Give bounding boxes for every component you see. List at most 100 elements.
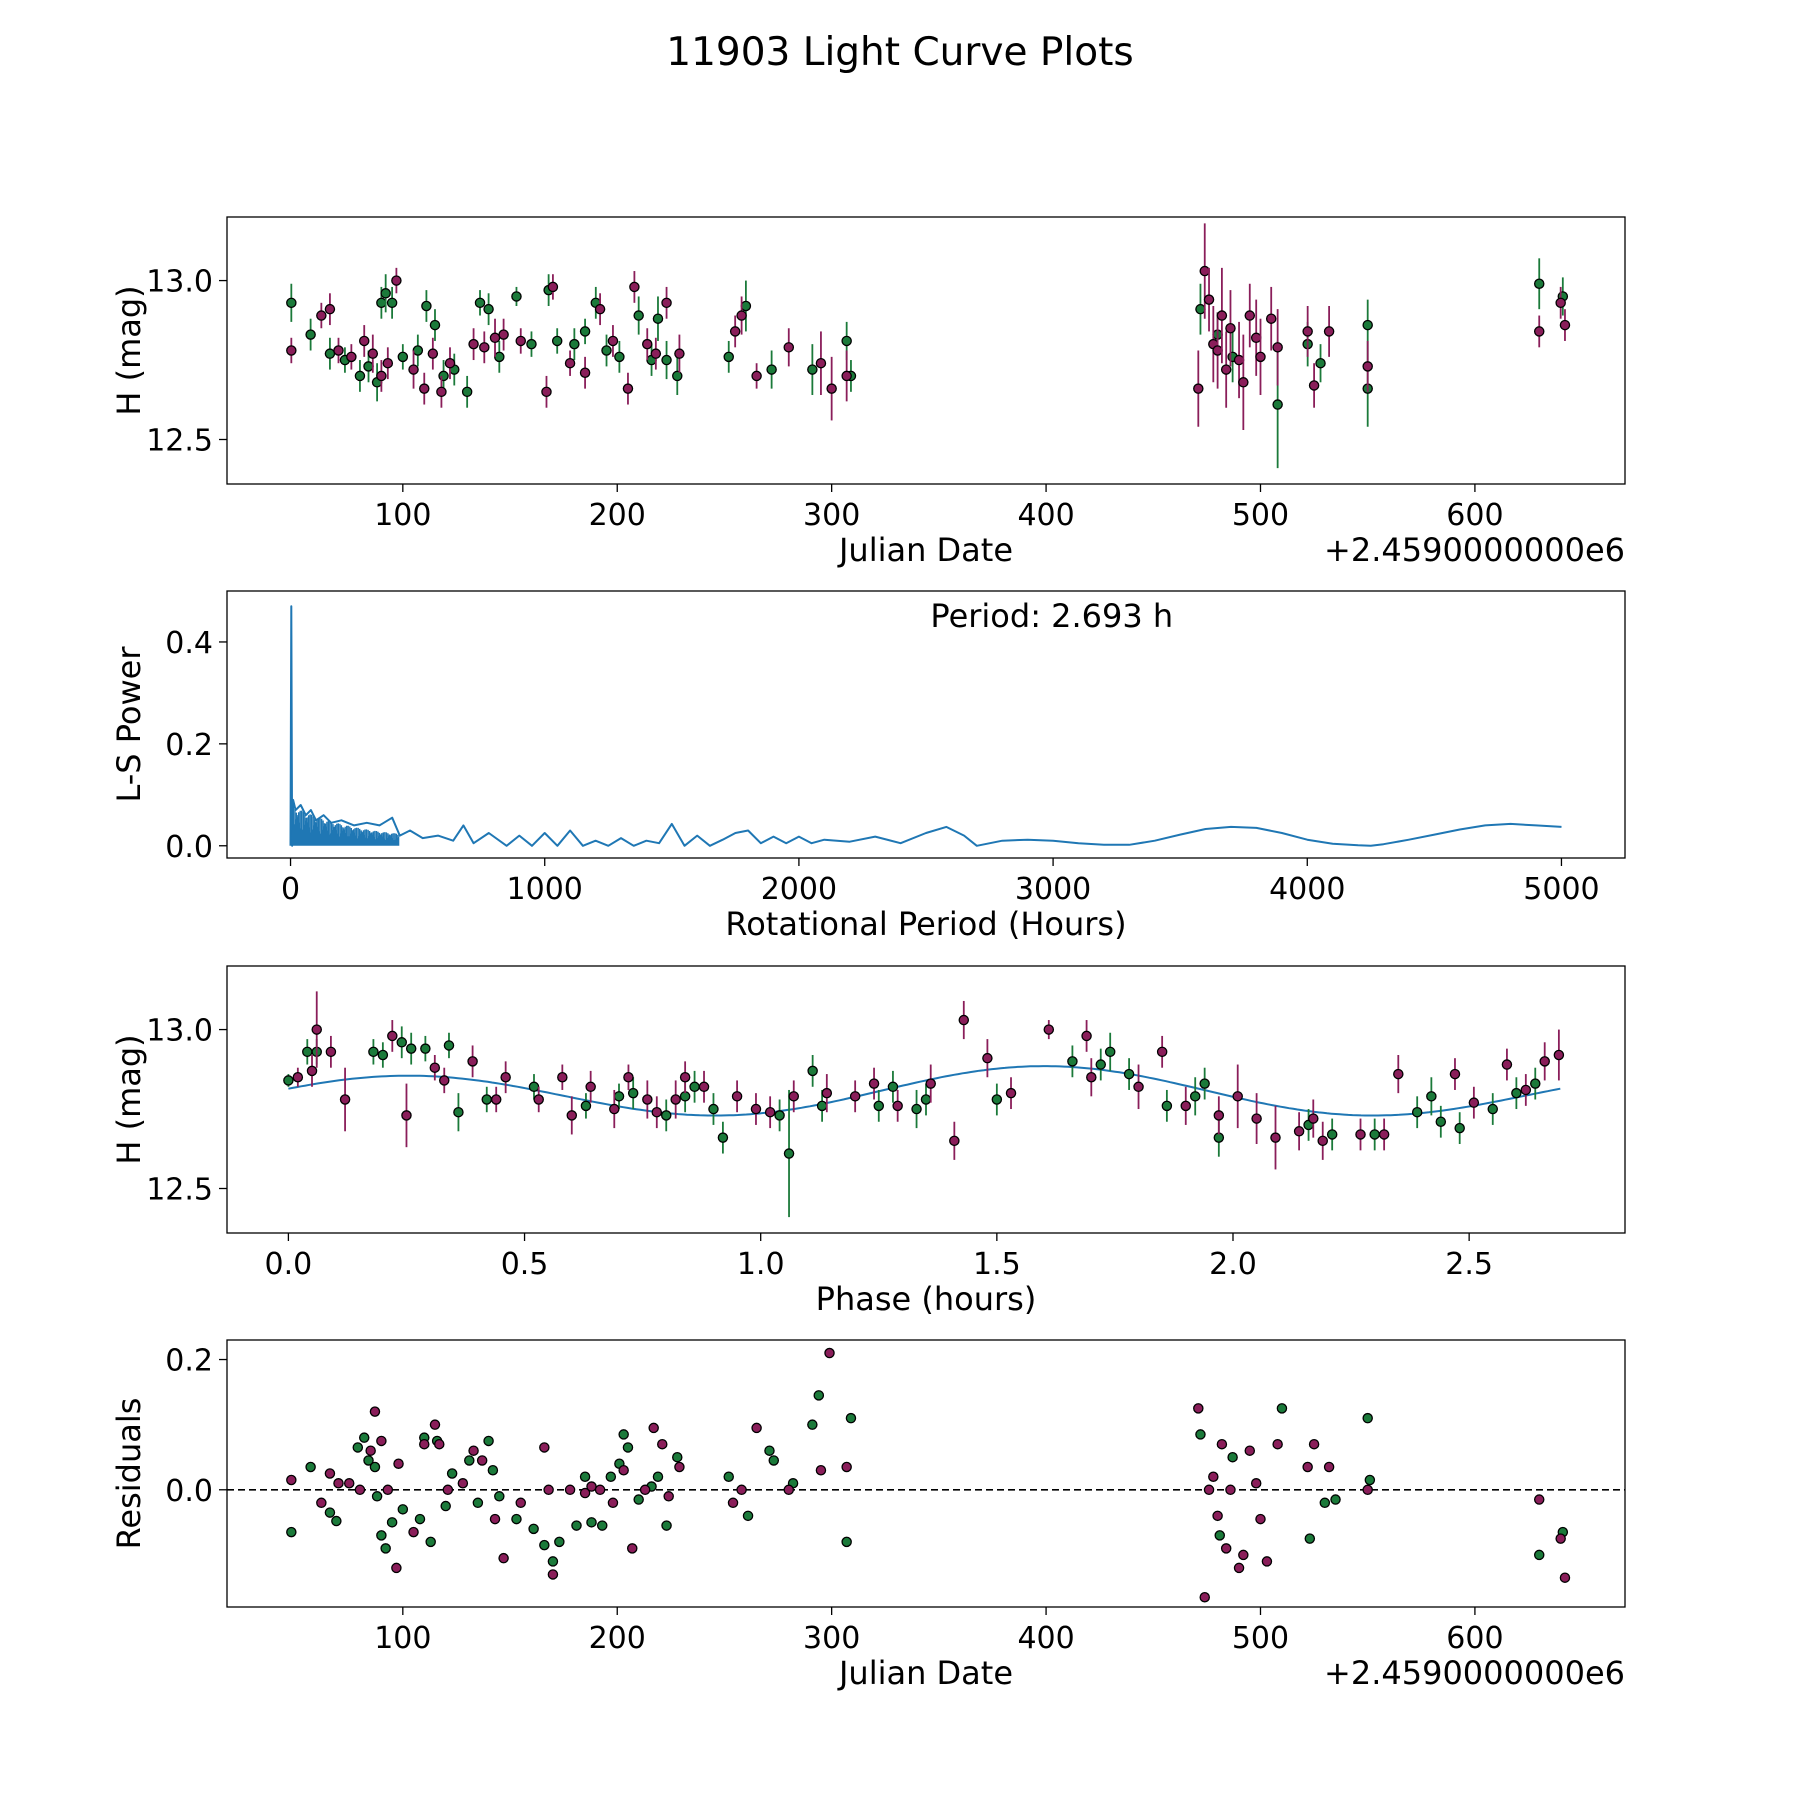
data-point-r [333, 1478, 344, 1489]
data-point-r [1468, 1097, 1480, 1108]
x-tick-label: 100 [374, 1621, 431, 1656]
data-point-g [363, 361, 374, 372]
data-point-r [674, 348, 685, 359]
data-point-r [566, 1110, 578, 1121]
data-point-r [434, 1438, 445, 1450]
data-point-r [1539, 1056, 1550, 1067]
data-point-r [1220, 1543, 1232, 1554]
data-point-g [305, 329, 316, 340]
data-point-g [472, 1497, 484, 1509]
data-point-g [672, 370, 683, 382]
data-point-r [382, 1484, 394, 1496]
data-point-r [1250, 1478, 1262, 1489]
data-point-g [547, 1556, 559, 1567]
data-point-r [657, 1438, 668, 1450]
data-point-r [419, 383, 430, 394]
data-point-r [1244, 1445, 1256, 1456]
data-point-r [393, 1458, 404, 1469]
data-point-r [841, 370, 852, 382]
data-point-g [579, 326, 591, 337]
data-point-r [324, 1468, 336, 1479]
data-point-r [343, 1478, 355, 1489]
data-point-g [1189, 1091, 1201, 1102]
data-point-r [286, 1474, 297, 1486]
data-point-g [440, 1500, 451, 1512]
data-point-r [391, 1562, 402, 1574]
data-point-r [408, 364, 419, 375]
data-point-r [1255, 351, 1266, 363]
data-point-r [1156, 1046, 1168, 1058]
data-point-r [1212, 345, 1223, 356]
data-point-g [1319, 1497, 1331, 1509]
data-point-r [736, 310, 747, 321]
x-tick-label: 400 [1017, 498, 1074, 533]
data-point-r [892, 1100, 903, 1112]
y-axis-label: H (mag) [110, 1034, 148, 1164]
data-point-g [377, 1049, 389, 1061]
data-point-r [1213, 1110, 1225, 1121]
data-point-r [607, 335, 619, 347]
data-point-g [1161, 1100, 1173, 1112]
data-point-g [920, 1094, 932, 1105]
data-point-g [633, 310, 644, 321]
data-point-r [1308, 380, 1320, 391]
data-point-r [1216, 310, 1228, 321]
data-point-r [306, 1065, 318, 1077]
data-point-r [1225, 1484, 1236, 1496]
data-point-r [622, 383, 634, 394]
data-point-r [1180, 1100, 1192, 1112]
data-point-r [815, 1464, 827, 1476]
data-point-g [627, 1087, 639, 1099]
data-point-g [1326, 1129, 1338, 1140]
data-point-r [925, 1078, 936, 1089]
x-tick-label: 0.5 [501, 1247, 549, 1282]
data-point-r [1449, 1068, 1461, 1080]
data-point-g [446, 1468, 458, 1479]
y-tick-label: 13.0 [146, 1014, 213, 1049]
data-point-g [1435, 1116, 1447, 1128]
x-tick-label: 300 [803, 1621, 860, 1656]
data-point-r [661, 297, 672, 309]
data-point-r [1355, 1129, 1366, 1140]
x-tick-label: 5000 [1523, 872, 1599, 907]
x-axis-label: Julian Date [837, 1654, 1013, 1692]
data-point-g [380, 288, 391, 299]
data-point-r [489, 1513, 501, 1525]
data-point-g [845, 1412, 857, 1424]
x-tick-label: 2.5 [1445, 1247, 1493, 1282]
data-point-r [579, 1487, 591, 1499]
x-tick-label: 500 [1232, 498, 1289, 533]
data-point-r [1199, 265, 1210, 277]
data-point-r [498, 1552, 509, 1564]
data-point-g [386, 297, 398, 309]
data-point-r [1193, 1403, 1204, 1414]
y-axis-label: L-S Power [110, 646, 148, 803]
data-point-r [736, 1484, 747, 1496]
data-point-r [629, 281, 640, 293]
data-point-r [468, 1445, 479, 1456]
x-axis-label: Rotational Period (Hours) [725, 905, 1126, 943]
data-point-g [528, 1081, 540, 1093]
data-point-r [533, 1094, 544, 1105]
data-point-g [660, 1110, 672, 1121]
data-point-r [367, 348, 379, 359]
data-point-r [764, 1106, 776, 1118]
plot-area [283, 991, 1565, 1218]
data-point-r [1251, 1113, 1262, 1124]
data-point-r [1520, 1084, 1532, 1096]
data-point-r [607, 1497, 619, 1509]
data-point-r [586, 1481, 597, 1492]
data-point-g [723, 351, 734, 363]
data-point-r [1238, 1549, 1249, 1561]
data-point-r [1265, 313, 1277, 324]
data-point-r [541, 386, 552, 398]
data-point-r [1220, 364, 1232, 375]
data-point-r [369, 1406, 381, 1417]
data-point-r [1270, 1132, 1281, 1143]
data-point-g [783, 1148, 795, 1159]
data-point-r [731, 1091, 743, 1102]
data-point-g [386, 1517, 398, 1528]
data-point-r [1193, 383, 1204, 394]
data-point-r [316, 1497, 327, 1509]
y-tick-label: 0.4 [165, 626, 213, 661]
